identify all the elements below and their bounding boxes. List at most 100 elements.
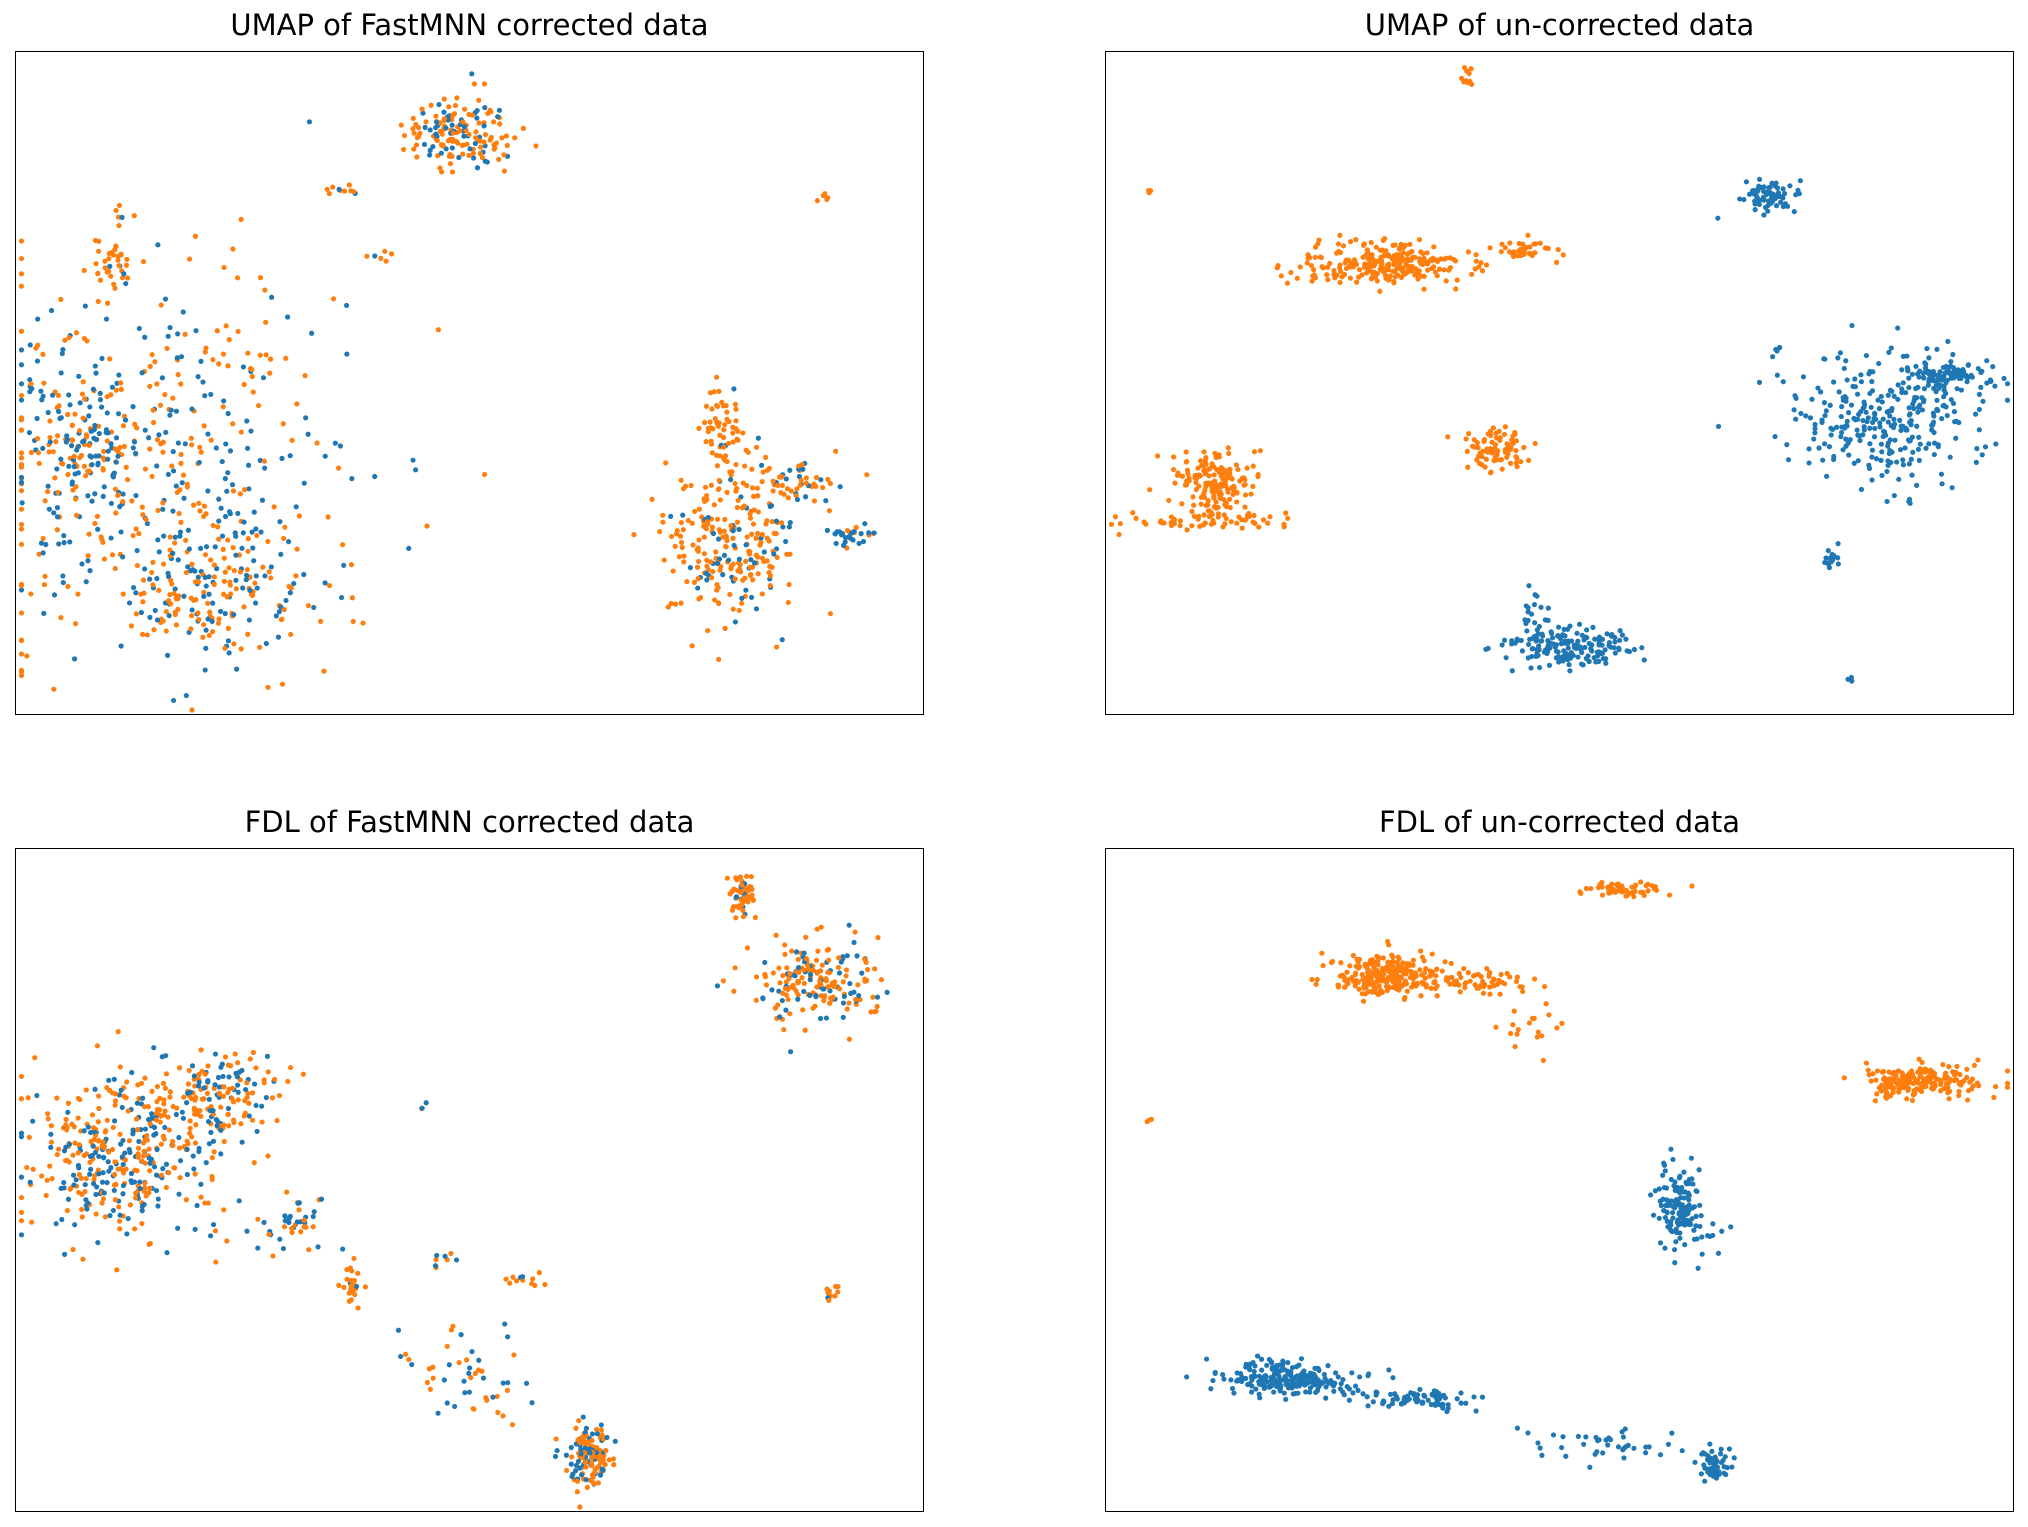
data-point	[40, 535, 46, 542]
data-point	[233, 1070, 239, 1076]
data-point	[184, 1100, 190, 1106]
data-point	[859, 970, 865, 976]
data-point	[174, 355, 180, 361]
data-point	[1356, 956, 1363, 962]
data-point	[770, 970, 776, 976]
data-point	[42, 573, 48, 579]
data-point	[388, 251, 395, 257]
data-point	[43, 1192, 49, 1199]
data-point	[451, 111, 457, 117]
data-point	[18, 488, 25, 494]
data-point	[87, 1159, 93, 1165]
data-point	[192, 1226, 198, 1232]
data-point	[801, 980, 807, 986]
data-point	[1264, 1362, 1270, 1368]
data-point	[205, 1063, 211, 1069]
data-point	[813, 483, 819, 489]
data-point	[1530, 635, 1537, 641]
data-point	[140, 1153, 147, 1159]
panel-title: UMAP of FastMNN corrected data	[230, 8, 709, 42]
data-point	[733, 488, 739, 494]
data-point	[111, 1182, 118, 1188]
data-point	[1436, 1390, 1442, 1397]
data-point	[1658, 1202, 1664, 1209]
data-point	[1938, 471, 1945, 477]
data-point	[111, 1076, 117, 1082]
data-point	[209, 1155, 215, 1161]
data-point	[1900, 457, 1906, 463]
data-point	[736, 905, 742, 911]
data-point	[288, 1064, 294, 1071]
data-point	[836, 970, 843, 976]
data-point	[1545, 643, 1551, 649]
data-point	[283, 355, 289, 361]
data-point	[1631, 894, 1637, 900]
data-point	[182, 331, 188, 337]
data-point	[771, 530, 777, 536]
data-point	[483, 1395, 489, 1401]
data-point	[193, 1122, 199, 1128]
data-point	[1657, 1240, 1664, 1246]
data-point	[253, 573, 259, 579]
data-point	[695, 548, 701, 554]
data-point	[226, 565, 232, 571]
data-point	[286, 539, 292, 545]
data-point	[1453, 286, 1459, 292]
data-point	[222, 645, 228, 651]
data-point	[2004, 1068, 2011, 1074]
data-point	[202, 574, 208, 581]
data-point	[1976, 427, 1982, 433]
data-point	[1495, 448, 1501, 454]
data-point	[1754, 195, 1760, 201]
data-point	[722, 422, 728, 428]
data-point	[1143, 521, 1149, 527]
data-point	[75, 470, 81, 476]
data-point	[807, 977, 813, 983]
data-point	[453, 138, 459, 145]
data-point	[1795, 187, 1801, 193]
data-point	[471, 1406, 477, 1412]
data-point	[1686, 1197, 1692, 1203]
data-point	[736, 607, 742, 614]
data-point	[1914, 423, 1920, 429]
data-point	[1320, 963, 1326, 969]
data-point	[1961, 1078, 1967, 1084]
data-point	[1765, 208, 1771, 214]
data-point	[1793, 395, 1799, 401]
data-point	[337, 443, 343, 449]
data-point	[54, 466, 60, 472]
data-point	[1250, 483, 1256, 489]
data-point	[116, 1092, 123, 1098]
data-point	[1625, 1442, 1631, 1448]
data-point	[1618, 884, 1624, 890]
data-point	[1420, 981, 1426, 987]
data-point	[854, 953, 860, 959]
data-point	[1276, 1380, 1282, 1386]
data-point	[230, 1099, 237, 1105]
data-point	[216, 616, 222, 622]
data-point	[864, 967, 871, 973]
data-point	[1225, 472, 1231, 479]
data-point	[1657, 1452, 1664, 1458]
data-point	[348, 1277, 354, 1284]
data-point	[1847, 437, 1853, 443]
data-point	[1215, 514, 1221, 520]
data-point	[1718, 1459, 1725, 1466]
data-point	[778, 490, 784, 496]
data-point	[201, 1085, 207, 1091]
data-point	[715, 421, 721, 427]
data-point	[62, 337, 68, 343]
data-point	[224, 488, 230, 494]
data-point	[1567, 668, 1573, 674]
data-point	[436, 101, 442, 108]
data-point	[1313, 981, 1319, 987]
data-point	[757, 542, 763, 548]
point-cluster	[724, 873, 758, 921]
data-point	[678, 477, 684, 483]
data-point	[846, 922, 852, 928]
data-point	[1353, 237, 1359, 243]
data-point	[79, 1206, 85, 1213]
data-point	[727, 591, 733, 598]
data-point	[786, 581, 792, 588]
data-point	[173, 1111, 179, 1118]
